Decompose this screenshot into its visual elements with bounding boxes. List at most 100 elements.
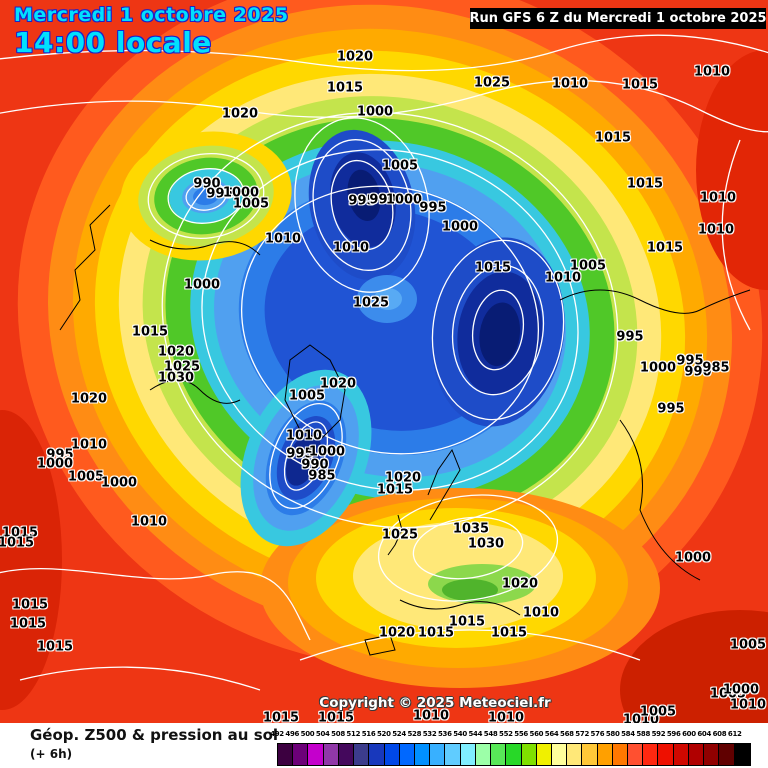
scale-cell [278,744,294,765]
pressure-label: 1025 [381,527,419,543]
pressure-label: 1020 [157,344,195,360]
pressure-label: 1000 [100,475,138,491]
scale-cell [612,744,629,765]
scale-tick-label: 576 [590,730,605,738]
scale-cell [445,744,461,765]
pressure-label: 1015 [1,525,39,541]
pressure-label: 990 [684,364,712,380]
pressure-label: 1020 [319,376,357,392]
polar-ridge-core [374,288,402,310]
pressure-label: 1015 [317,710,355,724]
scale-tick-label: 508 [331,730,345,738]
pressure-label: 1020 [384,470,422,486]
scale-tick-label: 516 [361,730,376,738]
pressure-label: 1020 [70,391,108,407]
pressure-label: 1015 [131,324,169,340]
isobar-contours [0,34,768,691]
scale-cell [734,744,750,765]
pressure-label: 1015 [490,625,528,641]
dark-red-pools [0,50,768,723]
weather-map-svg [0,0,768,723]
pressure-label: 995 [348,193,376,209]
scale-cell [673,744,689,765]
pressure-label: 1000 [222,185,260,201]
pressure-label: 1015 [326,80,364,96]
atlantic-trough [240,369,372,547]
scale-tick-label: 524 [392,730,406,738]
scale-tick-label: 612 [727,730,742,738]
scale-cell [506,744,522,765]
pressure-label: 1010 [130,514,168,530]
pressure-label: 1000 [183,277,221,293]
scale-cell [475,744,492,765]
pressure-label: 995 [676,353,704,369]
scale-tick-label: 520 [376,730,391,738]
pressure-labels-layer: 1020 1015 1000 1020 1025 1010 1015 1010 1015 1005… [0,51,767,724]
scale-tick-label: 552 [499,730,513,738]
pressure-label: 1005 [729,637,767,653]
copyright-text: Copyright © 2025 Meteociel.fr [319,695,551,711]
pressure-label: 1015 [262,710,300,724]
pressure-label: 1000 [356,104,394,120]
pressure-label: 1000 [639,360,677,376]
scale-cell [643,744,659,765]
pressure-label: 995 [286,446,314,462]
coastlines [59,204,751,656]
pressure-label: 1010 [70,437,108,453]
scale-tick-label: 592 [651,730,666,738]
pressure-label: 1025 [352,295,390,311]
pressure-label: 1015 [448,614,486,630]
pressure-label: 1015 [417,625,455,641]
pressure-label: 1010 [522,605,560,621]
scale-tick-label: 544 [468,730,483,738]
pressure-label: 1005 [709,686,747,702]
scale-cell [582,744,598,765]
pressure-label: 1030 [467,536,505,552]
pressure-label: 1005 [67,469,105,485]
pressure-label: 1015 [9,616,47,632]
pressure-label: 990 [301,457,329,473]
scale-tick-label: 604 [697,730,712,738]
pressure-label: 1015 [474,260,512,276]
pressure-label: 1025 [163,359,201,375]
scale-cell [414,744,431,765]
pressure-label: 1020 [501,576,539,592]
pressure-label: 1010 [697,222,735,238]
pressure-label: 1010 [285,428,323,444]
pressure-label: 1005 [381,158,419,174]
scale-cell [308,744,324,765]
scale-cell [323,744,339,765]
scale-cell [551,744,568,765]
scale-tick-label: 556 [514,730,528,738]
scale-tick-label: 608 [712,730,727,738]
colour-scale-ticks: 492 496 500 504 508 512 516 520 524 528 532 536 540 5… [270,730,750,740]
date-block: Mercredi 1 octobre 2025 14:00 locale [14,5,289,57]
pressure-label: 995 [657,401,685,417]
map-area: 1020 1015 1000 1020 1025 1010 1015 1010 1015 1005… [0,0,768,723]
scale-cell [399,744,415,765]
pressure-label: 1000 [722,682,760,698]
bering-low [120,131,292,261]
map-caption: Géop. Z500 & pression au sol [30,726,279,744]
scale-tick-label: 568 [560,730,574,738]
pressure-label: 985 [308,468,336,484]
scale-tick-label: 584 [621,730,635,738]
scale-cell [704,744,720,765]
pressure-label: 1020 [378,625,416,641]
scale-tick-label: 596 [666,730,681,738]
scale-cell [567,744,583,765]
pressure-label: 1010 [544,270,582,286]
pressure-label: 995 [616,329,644,345]
scale-cell [628,744,644,765]
scale-tick-label: 560 [529,730,544,738]
scale-cell [430,744,446,765]
pressure-label: 1010 [699,190,737,206]
footer-strip: Géop. Z500 & pression au sol (+ 6h) 492 4… [0,723,768,768]
pressure-label: 1010 [487,710,525,724]
scale-tick-label: 572 [575,730,590,738]
scale-cell [688,744,705,765]
scale-cell [338,744,355,765]
pressure-label: 1000 [36,456,74,472]
scale-cell [719,744,735,765]
